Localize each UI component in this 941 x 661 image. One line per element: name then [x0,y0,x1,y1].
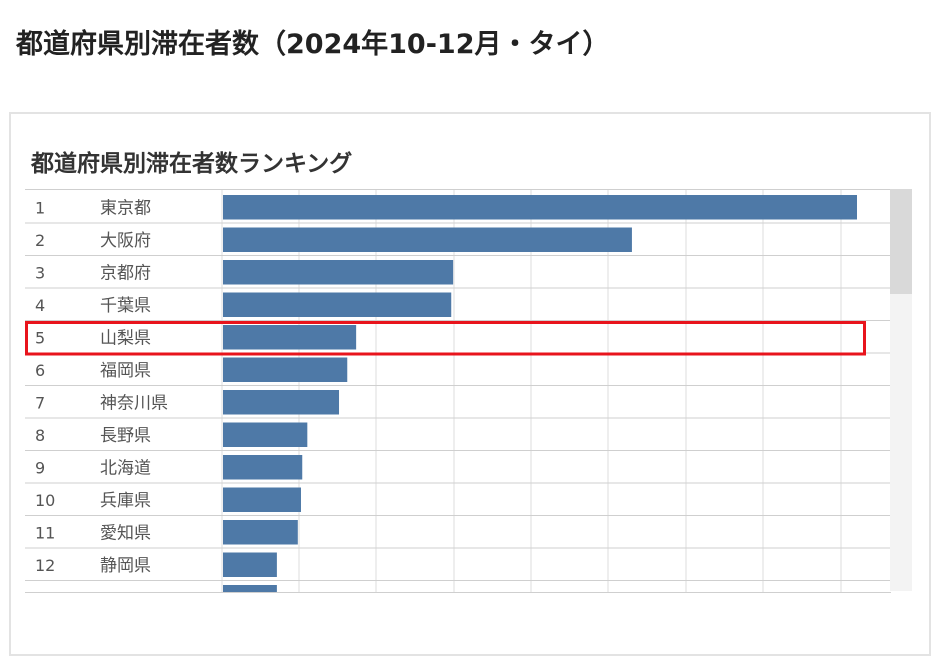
category-label: 兵庫県 [100,491,151,511]
rank-label: 7 [35,393,45,412]
category-label: 大阪府 [100,231,151,251]
bar-1[interactable] [223,195,857,220]
rank-label: 2 [35,231,45,250]
category-label: 千葉県 [100,296,151,316]
ranking-chart: 1 東京都 2 大阪府 3 京都府 4 千葉県 5 山梨県 6 福岡県 7 神奈川県 8 長野県 9 北海道 10 兵… [25,189,891,593]
category-label: 山梨県 [100,328,151,348]
bar-5[interactable] [223,325,357,350]
bar-9[interactable] [223,455,303,480]
bar-4[interactable] [223,292,452,318]
bar-12[interactable] [223,552,277,578]
highlight-box [25,321,866,356]
category-label: 北海道 [100,458,151,478]
scrollbar-thumb[interactable] [890,189,912,294]
rank-label: 3 [35,263,45,282]
category-label: 福岡県 [100,361,151,381]
bar-3[interactable] [223,260,454,285]
category-label: 静岡県 [100,556,151,576]
bar-8[interactable] [223,422,308,448]
category-label: 長野県 [100,426,151,446]
category-label: 京都府 [100,263,151,283]
rank-label: 1 [35,198,45,217]
bar-2[interactable] [223,227,632,253]
bar-13[interactable] [223,585,277,593]
category-label: 愛知県 [100,523,151,543]
chart-title: 都道府県別滞在者数ランキング [31,151,353,177]
rank-label: 4 [35,296,45,315]
rank-label: 10 [35,491,55,510]
category-label: 神奈川県 [100,393,168,413]
bar-6[interactable] [223,357,348,383]
rank-label: 6 [35,361,45,380]
rank-label: 9 [35,458,45,477]
bar-10[interactable] [223,487,301,513]
bar-7[interactable] [223,390,340,415]
bar-11[interactable] [223,520,298,545]
rank-label: 5 [35,328,45,347]
category-label: 東京都 [100,198,151,218]
chart-bottom-border [25,592,891,593]
page-title: 都道府県別滞在者数（2024年10-12月・タイ） [16,29,610,60]
chart-panel: 都道府県別滞在者数ランキング 1 東京都 2 大阪府 3 京都府 4 千葉県 5 山梨県 6 福岡県 7… [9,112,931,656]
rank-label: 12 [35,556,55,575]
chart-area: 1 東京都 2 大阪府 3 京都府 4 千葉県 5 山梨県 6 福岡県 7 神奈川県 8 長野県 9 北海道 10 兵… [25,189,891,593]
rank-label: 11 [35,523,55,542]
vertical-scrollbar[interactable] [890,189,912,591]
rank-label: 13 [35,588,55,593]
rank-label: 8 [35,426,45,445]
